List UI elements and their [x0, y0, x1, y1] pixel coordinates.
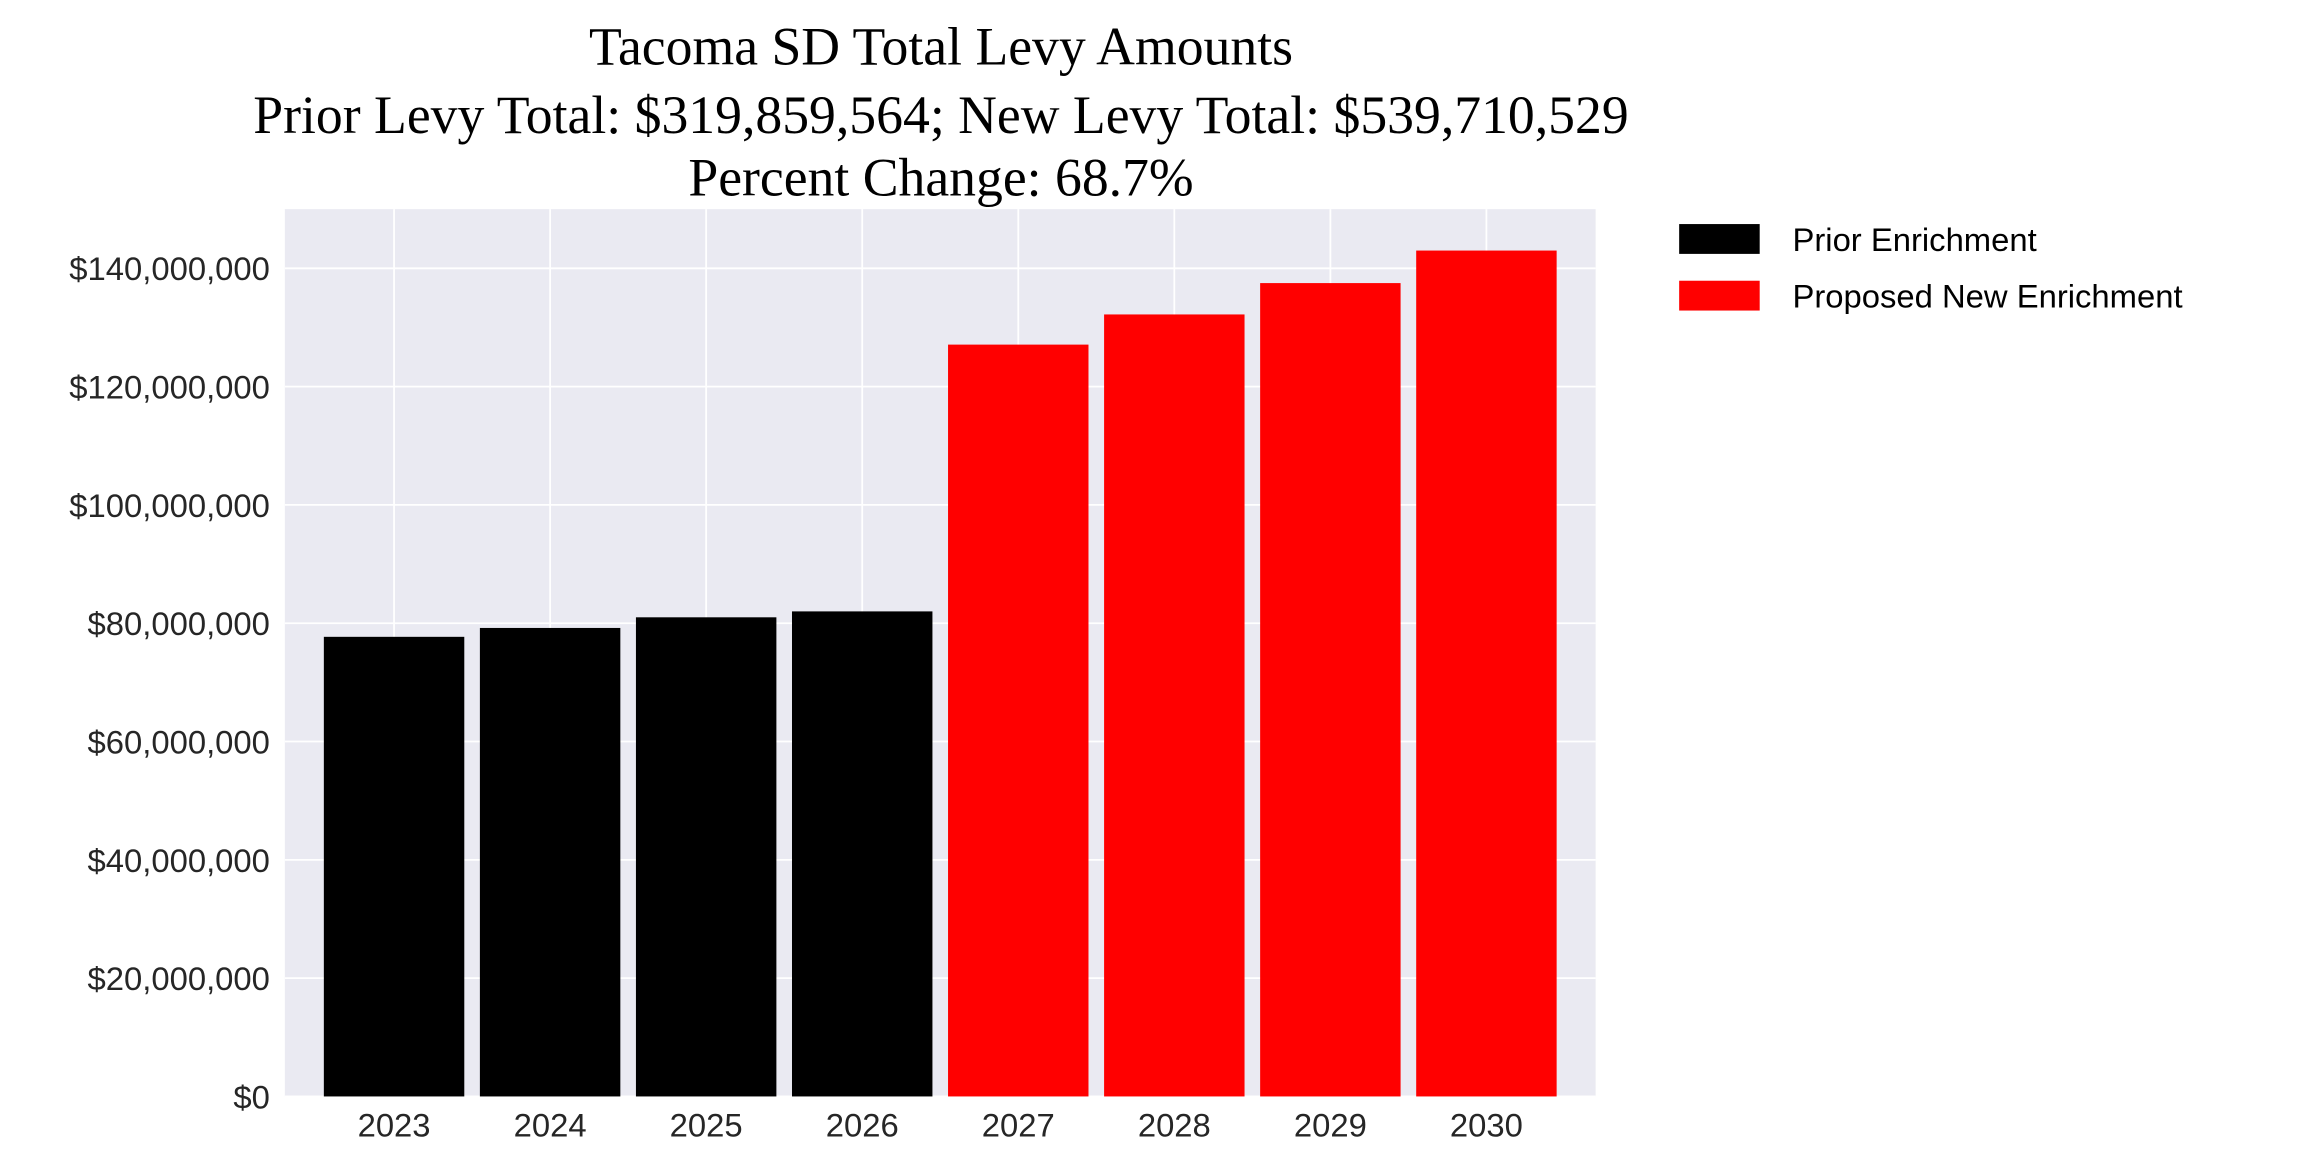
x-tick-label: 2024: [514, 1107, 587, 1144]
bar-2029: [1260, 283, 1401, 1097]
y-tick-label: $40,000,000: [88, 842, 270, 879]
y-tick-label: $0: [233, 1078, 269, 1115]
y-axis-ticks: $0 $20,000,000 $40,000,000 $60,000,000 $80,0…: [69, 250, 270, 1115]
y-tick-label: $120,000,000: [69, 369, 270, 406]
legend: Prior Enrichment Proposed New Enrichment: [1679, 221, 2183, 315]
y-tick-label: $80,000,000: [88, 605, 270, 642]
x-tick-label: 2023: [358, 1107, 431, 1144]
x-axis-ticks: 2023 2024 2025 2026 2027 2028 2029 2030: [358, 1107, 1523, 1144]
bar-2023: [323, 636, 465, 1097]
legend-label-proposed: Proposed New Enrichment: [1792, 278, 2182, 315]
x-tick-label: 2027: [982, 1107, 1055, 1144]
x-tick-label: 2026: [826, 1107, 899, 1144]
bar-2024: [479, 627, 621, 1097]
bar-2027: [948, 344, 1089, 1097]
legend-swatch-prior: [1679, 224, 1760, 254]
legend-label-prior: Prior Enrichment: [1792, 221, 2036, 258]
bar-2025: [635, 617, 777, 1097]
bar-2030: [1416, 250, 1557, 1097]
title-line-3: Percent Change: 68.7%: [688, 148, 1193, 208]
x-tick-label: 2029: [1294, 1107, 1367, 1144]
title-line-1: Tacoma SD Total Levy Amounts: [589, 16, 1293, 76]
x-tick-label: 2028: [1138, 1107, 1211, 1144]
y-tick-label: $100,000,000: [69, 487, 270, 524]
x-tick-label: 2030: [1450, 1107, 1523, 1144]
chart-title: Tacoma SD Total Levy Amounts Prior Levy …: [253, 16, 1628, 207]
x-tick-label: 2025: [670, 1107, 743, 1144]
y-tick-label: $20,000,000: [88, 960, 270, 997]
legend-swatch-proposed: [1679, 280, 1760, 311]
bar-2026: [791, 611, 933, 1097]
bars: [323, 250, 1557, 1097]
title-line-2: Prior Levy Total: $319,859,564; New Levy…: [253, 85, 1628, 145]
y-tick-label: $140,000,000: [69, 250, 270, 287]
y-tick-label: $60,000,000: [88, 723, 270, 760]
bar-2028: [1104, 314, 1245, 1097]
